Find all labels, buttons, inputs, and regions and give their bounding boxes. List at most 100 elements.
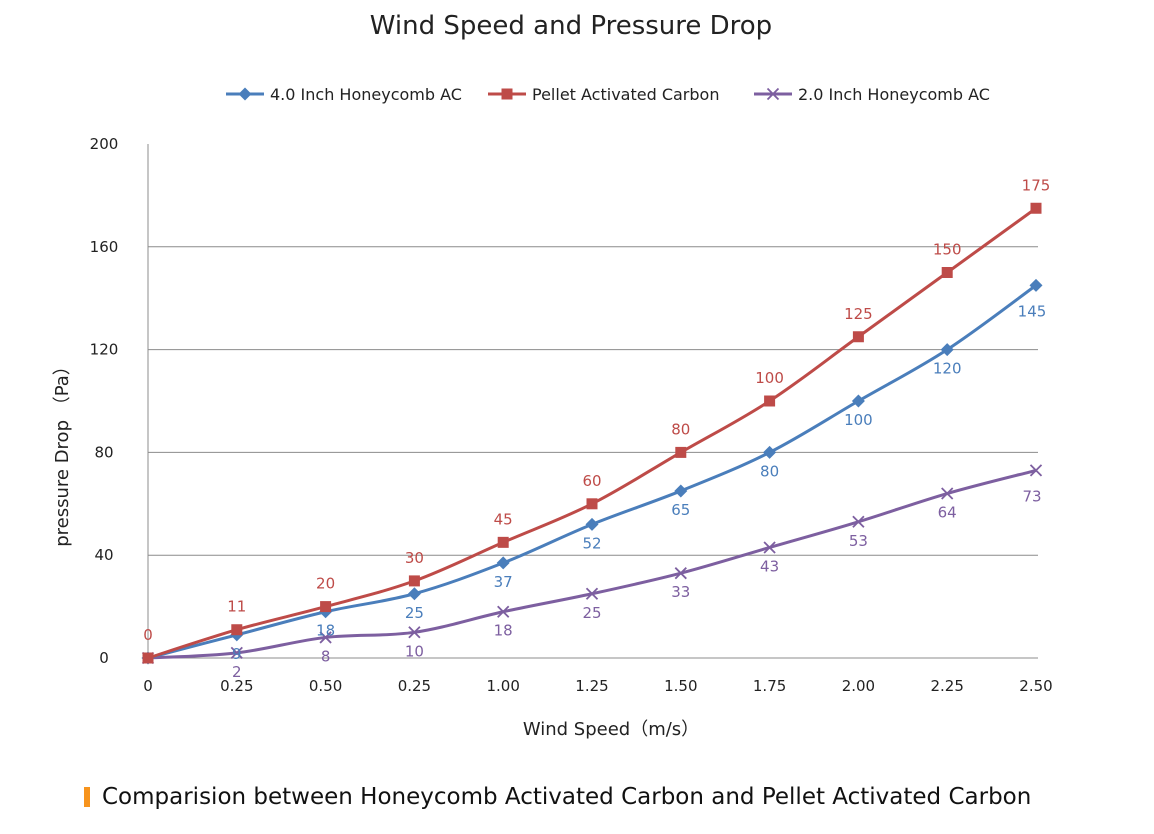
chart-title: Wind Speed and Pressure Drop bbox=[370, 11, 772, 41]
chart-data-labels: 9 18 25 37 52 65 80 100 120 145 0 11 20 30 45 60 80 100 12… bbox=[143, 176, 1050, 681]
x-tick-label: 0 bbox=[143, 677, 153, 695]
data-point bbox=[231, 624, 243, 636]
data-label: 64 bbox=[938, 504, 957, 522]
data-label: 60 bbox=[582, 472, 601, 490]
legend-item: Pellet Activated Carbon bbox=[488, 85, 719, 104]
x-tick-label: 0.25 bbox=[398, 677, 431, 695]
data-label: 20 bbox=[316, 575, 335, 593]
data-point bbox=[1029, 464, 1043, 477]
data-point bbox=[763, 445, 777, 459]
data-point bbox=[763, 541, 776, 554]
data-point bbox=[674, 567, 687, 580]
chart-axes bbox=[147, 144, 1038, 659]
data-label: 73 bbox=[1022, 487, 1041, 505]
x-tick-label: 0.25 bbox=[220, 677, 253, 695]
data-label: 53 bbox=[849, 532, 868, 550]
series-square bbox=[142, 202, 1042, 664]
legend-marker bbox=[501, 88, 513, 100]
data-point bbox=[142, 652, 154, 664]
data-label: 10 bbox=[405, 642, 424, 660]
data-point bbox=[941, 487, 954, 500]
caption-accent-bar bbox=[84, 787, 90, 807]
legend-item: 4.0 Inch Honeycomb AC bbox=[226, 85, 462, 104]
data-label: 33 bbox=[671, 583, 690, 601]
data-label: 25 bbox=[405, 604, 424, 622]
legend-label: Pellet Activated Carbon bbox=[532, 85, 719, 104]
data-point bbox=[941, 267, 953, 278]
data-point bbox=[675, 446, 687, 458]
data-label: 25 bbox=[582, 604, 601, 622]
data-point bbox=[585, 587, 599, 600]
data-label: 145 bbox=[1018, 302, 1047, 320]
data-label: 52 bbox=[582, 534, 601, 552]
data-label: 8 bbox=[321, 647, 331, 665]
data-label: 9 bbox=[232, 645, 242, 663]
data-point bbox=[230, 646, 243, 659]
data-point bbox=[852, 331, 864, 343]
data-label: 80 bbox=[671, 420, 690, 438]
series-line bbox=[147, 207, 1037, 660]
data-point bbox=[851, 394, 865, 408]
data-point bbox=[1029, 278, 1043, 292]
data-point bbox=[674, 484, 688, 498]
data-label: 175 bbox=[1022, 176, 1051, 194]
data-label: 80 bbox=[760, 462, 779, 480]
series-x bbox=[141, 464, 1043, 665]
data-point bbox=[764, 395, 776, 407]
data-label: 18 bbox=[494, 622, 513, 640]
legend-marker bbox=[766, 87, 780, 101]
data-point bbox=[319, 631, 332, 644]
x-axis-ticks: 0 0.25 0.50 0.25 1.00 1.25 1.50 1.75 2.00 2.25 2.5… bbox=[143, 677, 1052, 695]
pressure-drop-chart: Wind Speed and Pressure Drop 4.0 Inch Ho… bbox=[52, 11, 1053, 740]
x-tick-label: 1.50 bbox=[664, 677, 697, 695]
data-point bbox=[497, 605, 510, 618]
y-tick-label: 80 bbox=[94, 443, 113, 461]
figure-caption: Comparision between Honeycomb Activated … bbox=[84, 782, 1031, 812]
data-label: 18 bbox=[316, 622, 335, 640]
data-label: 150 bbox=[933, 241, 962, 259]
legend-label: 2.0 Inch Honeycomb AC bbox=[798, 85, 990, 104]
y-tick-label: 120 bbox=[90, 341, 119, 359]
y-axis-ticks: 0 40 80 120 160 200 bbox=[90, 135, 119, 667]
caption-text: Comparision between Honeycomb Activated … bbox=[102, 784, 1032, 810]
data-point bbox=[320, 601, 332, 613]
data-label: 11 bbox=[227, 598, 246, 616]
y-tick-label: 200 bbox=[90, 135, 119, 153]
data-label: 125 bbox=[844, 305, 873, 323]
data-point bbox=[496, 556, 510, 570]
y-tick-label: 160 bbox=[90, 238, 119, 256]
chart-legend: 4.0 Inch Honeycomb AC Pellet Activated Ca… bbox=[226, 85, 990, 104]
x-tick-label: 2.50 bbox=[1019, 677, 1052, 695]
y-tick-label: 0 bbox=[99, 649, 109, 667]
data-label: 120 bbox=[933, 360, 962, 378]
x-tick-label: 2.00 bbox=[842, 677, 875, 695]
data-label: 37 bbox=[494, 573, 513, 591]
data-label: 43 bbox=[760, 557, 779, 575]
data-point bbox=[586, 498, 598, 510]
x-tick-label: 0.50 bbox=[309, 677, 342, 695]
data-point bbox=[852, 515, 865, 528]
data-point bbox=[585, 517, 599, 531]
data-label: 45 bbox=[494, 510, 513, 528]
x-tick-label: 2.25 bbox=[930, 677, 963, 695]
data-label: 0 bbox=[143, 626, 153, 644]
chart-gridlines bbox=[148, 246, 1038, 556]
data-point bbox=[497, 536, 509, 548]
legend-label: 4.0 Inch Honeycomb AC bbox=[270, 85, 462, 104]
data-label: 100 bbox=[755, 369, 784, 387]
data-point bbox=[940, 343, 954, 357]
data-point bbox=[408, 626, 421, 639]
chart-series bbox=[141, 202, 1043, 665]
x-tick-label: 1.75 bbox=[753, 677, 786, 695]
data-label: 65 bbox=[671, 501, 690, 519]
data-label: 100 bbox=[844, 411, 873, 429]
x-tick-label: 1.25 bbox=[575, 677, 608, 695]
x-tick-label: 1.00 bbox=[486, 677, 519, 695]
data-label: 2 bbox=[232, 663, 242, 681]
data-point bbox=[407, 587, 421, 601]
data-label: 30 bbox=[405, 549, 424, 567]
legend-item: 2.0 Inch Honeycomb AC bbox=[754, 85, 990, 104]
y-tick-label: 40 bbox=[94, 546, 113, 564]
x-axis-label: Wind Speed（m/s） bbox=[523, 719, 699, 740]
legend-marker bbox=[238, 87, 252, 101]
